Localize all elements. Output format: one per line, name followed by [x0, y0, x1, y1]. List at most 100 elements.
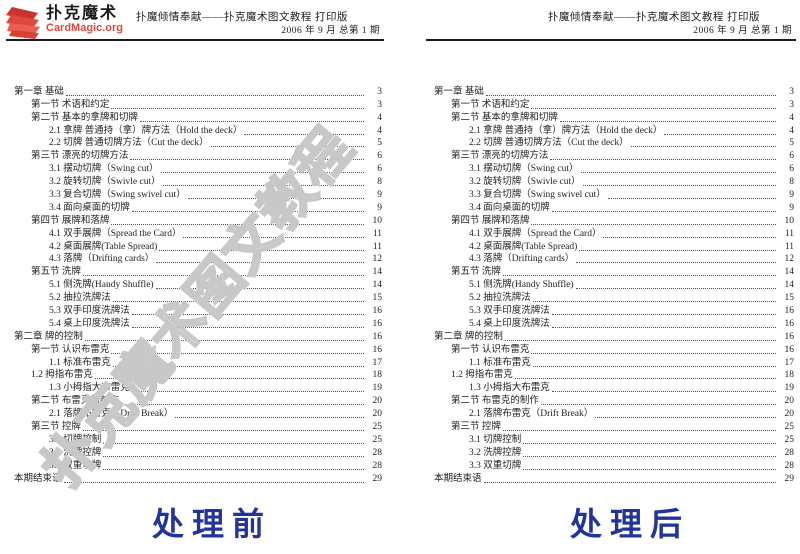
toc-entry-label: 第二节 基本的拿牌和切牌: [451, 112, 558, 123]
toc-entry-label: 2.1 拿牌 普通持（拿）牌方法（Hold the deck）: [469, 125, 663, 136]
toc-entry: 3.3 复合切牌（Swing swivel cut） 9: [434, 188, 794, 201]
dot-leader: [111, 223, 364, 225]
toc-entry-label: 3.2 旋转切牌（Swivle cut）: [49, 177, 161, 188]
dot-leader: [551, 314, 776, 316]
toc-entry: 1.2 拇指布雷克 18: [14, 369, 382, 382]
dot-leader: [575, 288, 776, 290]
dot-leader: [112, 301, 364, 303]
toc-entry-label: 4.1 双手展牌（Spread the Card）: [469, 228, 602, 239]
header-text: 扑魔倾情奉献——扑克魔术图文教程 打印版 2006 年 9 月 总第 1 期: [123, 4, 384, 39]
dot-leader: [160, 172, 364, 174]
toc-entry-label: 1.1 标准布雷克: [49, 357, 111, 368]
toc-page-number: 18: [784, 370, 795, 381]
toc-page-number: 16: [372, 331, 383, 342]
toc-entry-label: 本期结束语: [434, 473, 482, 484]
dot-leader: [483, 481, 776, 483]
toc-entry-label: 5.1 侧洗牌(Handy Shuffle): [49, 280, 154, 291]
toc-page-number: 3: [789, 99, 794, 110]
toc-page-number: 18: [372, 370, 383, 381]
toc-page-number: 19: [372, 383, 383, 394]
toc-page-number: 10: [784, 215, 795, 226]
dot-leader: [159, 249, 364, 251]
toc-page-number: 9: [377, 190, 382, 201]
toc-entry: 5.2 抽拉洗牌法 15: [434, 291, 794, 304]
toc-entry-label: 3.2 洗牌控牌: [49, 447, 102, 458]
dot-leader: [162, 185, 364, 187]
toc-page-number: 15: [784, 293, 795, 304]
dot-leader: [175, 417, 364, 419]
toc-entry-label: 5.3 双手印度洗牌法: [49, 306, 130, 317]
toc-entry: 第一节 术语和约定 3: [14, 98, 382, 111]
toc-entry: 第五节 洗牌 14: [14, 265, 382, 278]
toc-entry-label: 第二章 牌的控制: [14, 331, 83, 342]
toc-entry: 5.1 侧洗牌(Handy Shuffle) 14: [434, 278, 794, 291]
dot-leader: [664, 133, 776, 135]
toc-entry: 3.2 洗牌控牌 28: [434, 446, 794, 459]
toc-page-number: 4: [377, 125, 382, 136]
toc-entry: 第二节 基本的拿牌和切牌 4: [434, 111, 794, 124]
toc-entry: 第一章 基础 3: [14, 85, 382, 98]
toc-page-number: 16: [372, 318, 383, 329]
toc-entry-label: 第三节 控牌: [451, 422, 501, 433]
toc-entry: 3.4 面向桌面的切牌 9: [434, 201, 794, 214]
toc-page-number: 20: [372, 396, 383, 407]
dot-leader: [103, 468, 364, 470]
toc-entry: 第二章 牌的控制 16: [434, 330, 794, 343]
toc-entry: 3.2 洗牌控牌 28: [14, 446, 382, 459]
dot-leader: [82, 275, 364, 277]
toc-entry: 3.3 双重切牌 28: [434, 459, 794, 472]
toc-page-number: 16: [372, 344, 383, 355]
toc-page-number: 9: [789, 202, 794, 213]
toc-page-number: 28: [372, 447, 383, 458]
toc-page-number: 28: [784, 460, 795, 471]
toc-entry: 第四节 展牌和落牌 10: [434, 214, 794, 227]
toc-entry: 第一章 基础 3: [434, 85, 794, 98]
toc-entry-label: 第一节 认识布雷克: [31, 344, 110, 355]
toc-page-number: 8: [377, 177, 382, 188]
dot-leader: [579, 249, 776, 251]
dot-leader: [485, 94, 776, 96]
page-header: 扑魔倾情奉献——扑克魔术图文教程 打印版 2006 年 9 月 总第 1 期: [426, 4, 796, 41]
toc-entry: 2.1 落牌布雷克（Drift Break） 20: [434, 407, 794, 420]
toc-entry: 第二节 基本的拿牌和切牌 4: [14, 111, 382, 124]
toc-page-number: 17: [372, 357, 383, 368]
toc-page-number: 16: [784, 331, 795, 342]
toc-page-number: 28: [372, 460, 383, 471]
toc-entry-label: 第二节 布雷克的制作: [451, 396, 539, 407]
toc-entry-label: 第三节 漂亮的切牌方法: [451, 151, 549, 162]
toc-entry: 4.3 落牌（Drifting cards） 12: [14, 253, 382, 266]
dot-leader: [504, 339, 776, 341]
toc-entry: 4.1 双手展牌（Spread the Card） 11: [434, 227, 794, 240]
dot-leader: [580, 172, 776, 174]
toc-entry-label: 第二节 基本的拿牌和切牌: [31, 112, 138, 123]
toc-entry: 3.1 切牌控制 25: [434, 433, 794, 446]
toc-entry-label: 3.4 面向桌面的切牌: [469, 202, 550, 213]
dot-leader: [550, 159, 776, 161]
toc-page-number: 11: [784, 228, 794, 239]
toc-entry: 4.2 桌面展牌(Table Spread) 11: [434, 240, 794, 253]
dot-leader: [523, 468, 776, 470]
page-after: 扑魔倾情奉献——扑克魔术图文教程 打印版 2006 年 9 月 总第 1 期 第…: [426, 4, 796, 496]
dot-leader: [94, 378, 364, 380]
toc-page-number: 9: [789, 190, 794, 201]
toc-list-after: 第一章 基础 3 第一节 术语和约定 3 第二节 基本的拿牌和切牌 4 2.1 拿牌 普通持…: [426, 85, 796, 485]
toc-entry-label: 3.3 双重切牌: [49, 460, 102, 471]
toc-entry: 第三节 漂亮的切牌方法 6: [14, 149, 382, 162]
toc-entry: 5.2 抽拉洗牌法 15: [14, 291, 382, 304]
toc-entry-label: 2.1 落牌布雷克（Drift Break）: [469, 409, 594, 420]
toc-entry-label: 第三节 漂亮的切牌方法: [31, 151, 129, 162]
dot-leader: [103, 455, 364, 457]
toc-entry-label: 3.1 摆动切牌（Swing cut）: [469, 164, 579, 175]
dot-leader: [244, 133, 364, 135]
toc-page-number: 14: [372, 267, 383, 278]
dot-leader: [531, 352, 776, 354]
toc-page-number: 4: [789, 125, 794, 136]
dot-leader: [131, 326, 364, 328]
dot-leader: [103, 442, 364, 444]
toc-entry: 2.2 切牌 普通切牌方法（Cut the deck） 5: [434, 137, 794, 150]
dot-leader: [112, 365, 364, 367]
toc-entry: 4.3 落牌（Drifting cards） 12: [434, 253, 794, 266]
toc-entry-label: 3.3 复合切牌（Swing swivel cut）: [49, 190, 186, 201]
toc-entry: 第三节 控牌 25: [434, 420, 794, 433]
